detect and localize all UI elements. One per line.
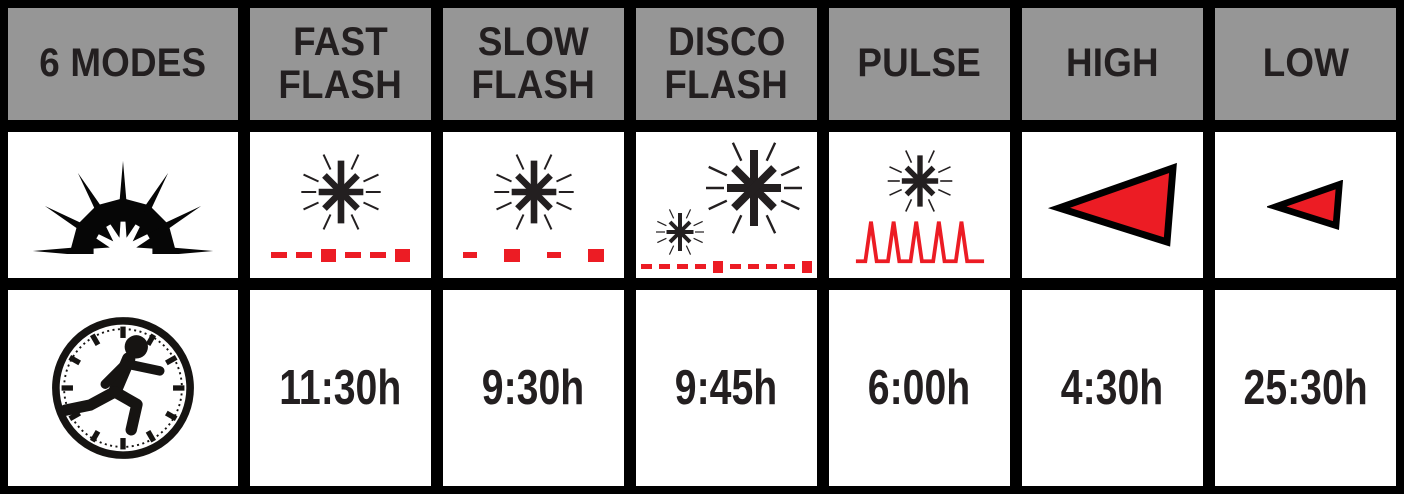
flash-star-icon [298, 149, 384, 235]
runtime-value: 25:30h [1243, 361, 1368, 415]
header-label: 6 MODES [39, 41, 207, 86]
double-flash-star-icon [654, 138, 809, 257]
header-label: FLASH [664, 63, 789, 107]
header-cell-high: HIGH [1022, 8, 1203, 120]
slow-flash-pattern-icon [463, 248, 604, 262]
header-cell-slow-flash: SLOW FLASH [443, 8, 624, 120]
red-triangle-large-icon [1043, 160, 1183, 250]
red-triangle-small-icon [1267, 180, 1345, 230]
pulse-wave-icon [855, 220, 984, 263]
runtime-value: 11:30h [279, 361, 402, 415]
header-label: DISCO [667, 19, 786, 64]
runtime-cell-high: 4:30h [1022, 290, 1203, 486]
header-cell-disco-flash: DISCO FLASH [636, 8, 817, 120]
runtime-cell-pulse: 6:00h [829, 290, 1010, 486]
runtime-value: 4:30h [1061, 361, 1164, 415]
header-label: SLOW [477, 19, 590, 64]
header-cell-low: LOW [1215, 8, 1396, 120]
header-label: PULSE [857, 41, 982, 86]
header-label: HIGH [1066, 41, 1159, 86]
icon-cell-low [1215, 132, 1396, 278]
runtime-cell-slow-flash: 9:30h [443, 290, 624, 486]
disco-flash-pattern-icon [641, 260, 812, 273]
runtime-value: 9:30h [482, 361, 585, 415]
runtime-cell-disco-flash: 9:45h [636, 290, 817, 486]
runner-clock-icon [52, 317, 194, 459]
header-label: FLASH [278, 63, 403, 107]
icon-cell-fast-flash [250, 132, 431, 278]
flash-star-icon [885, 146, 955, 216]
header-label: FAST [293, 19, 388, 64]
runtime-icon-cell [8, 290, 238, 486]
header-cell-fast-flash: FAST FLASH [250, 8, 431, 120]
fast-flash-pattern-icon [271, 248, 410, 262]
runtime-cell-fast-flash: 11:30h [250, 290, 431, 486]
header-cell-pulse: PULSE [829, 8, 1010, 120]
runtime-value: 9:45h [675, 361, 778, 415]
icon-cell-disco-flash [636, 132, 817, 278]
icon-cell-pulse [829, 132, 1010, 278]
header-cell-modes: 6 MODES [8, 8, 238, 120]
sunburst-icon [25, 156, 221, 254]
flash-star-icon [491, 149, 577, 235]
header-label: LOW [1262, 41, 1349, 86]
runner-figure [59, 335, 165, 436]
icon-cell-slow-flash [443, 132, 624, 278]
runtime-cell-low: 25:30h [1215, 290, 1396, 486]
icon-cell-high [1022, 132, 1203, 278]
runtime-value: 6:00h [868, 361, 971, 415]
header-label: FLASH [471, 63, 596, 107]
icon-cell-modes [8, 132, 238, 278]
